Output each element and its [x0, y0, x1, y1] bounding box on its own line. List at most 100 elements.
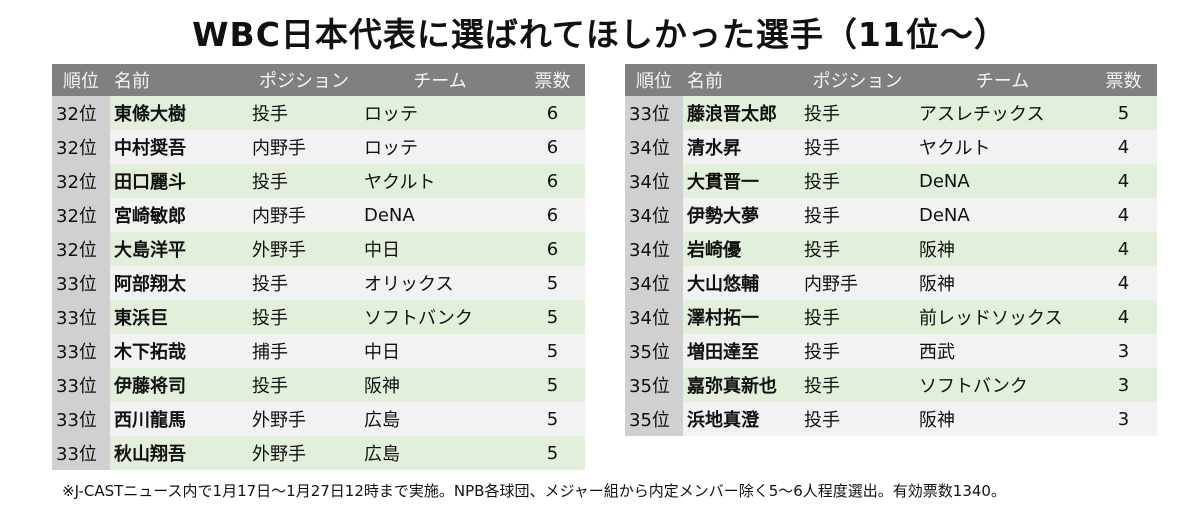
team-cell: 阪神 — [915, 402, 1090, 436]
name-cell: 東條大樹 — [110, 96, 248, 130]
rank-cell: 35位 — [625, 334, 683, 368]
votes-cell: 6 — [520, 164, 585, 198]
votes-cell: 5 — [520, 334, 585, 368]
pos-cell: 投手 — [800, 300, 915, 334]
row: 35位 増田達至 投手 西武 3 — [625, 334, 1157, 368]
name-cell: 大山悠輔 — [683, 266, 800, 300]
rank-cell: 34位 — [625, 164, 683, 198]
rank-cell: 34位 — [625, 130, 683, 164]
row: 33位 阿部翔太 投手 オリックス 5 — [52, 266, 585, 300]
team-cell: DeNA — [915, 198, 1090, 232]
name-cell: 大島洋平 — [110, 232, 248, 266]
votes-cell: 5 — [520, 300, 585, 334]
row: 35位 浜地真澄 投手 阪神 3 — [625, 402, 1157, 436]
rank-cell: 34位 — [625, 198, 683, 232]
row: 32位 中村奨吾 内野手 ロッテ 6 — [52, 130, 585, 164]
header-cell: ポジション — [800, 64, 915, 96]
row: 34位 岩崎優 投手 阪神 4 — [625, 232, 1157, 266]
name-cell: 嘉弥真新也 — [683, 368, 800, 402]
team-cell: ヤクルト — [915, 130, 1090, 164]
ranking-table: 順位 名前 ポジション チーム 票数 33位 藤浪晋太郎 投手 アスレチックス 5 34位 清水昇 投手… — [625, 64, 1157, 436]
name-cell: 西川龍馬 — [110, 402, 248, 436]
team-cell: 阪神 — [915, 266, 1090, 300]
title: WBC日本代表に選ばれてほしかった選手（11位～） — [192, 15, 1008, 54]
team-cell: ヤクルト — [360, 164, 520, 198]
row: 34位 澤村拓一 投手 前レッドソックス 4 — [625, 300, 1157, 334]
team-cell: 中日 — [360, 334, 520, 368]
name-cell: 宮崎敏郎 — [110, 198, 248, 232]
team-cell: 阪神 — [915, 232, 1090, 266]
rank-cell: 33位 — [52, 368, 110, 402]
row: 32位 東條大樹 投手 ロッテ 6 — [52, 96, 585, 130]
pos-cell: 内野手 — [248, 130, 360, 164]
name-cell: 藤浪晋太郎 — [683, 96, 800, 130]
name-cell: 伊勢大夢 — [683, 198, 800, 232]
row: 32位 大島洋平 外野手 中日 6 — [52, 232, 585, 266]
votes-cell: 6 — [520, 198, 585, 232]
pos-cell: 投手 — [800, 402, 915, 436]
row: 34位 清水昇 投手 ヤクルト 4 — [625, 130, 1157, 164]
row: 34位 大山悠輔 内野手 阪神 4 — [625, 266, 1157, 300]
team-cell: DeNA — [360, 198, 520, 232]
pos-cell: 投手 — [800, 164, 915, 198]
pos-cell: 内野手 — [800, 266, 915, 300]
team-cell: 前レッドソックス — [915, 300, 1090, 334]
rank-cell: 34位 — [625, 266, 683, 300]
pos-cell: 投手 — [248, 96, 360, 130]
header-cell: 名前 — [110, 64, 248, 96]
pos-cell: 外野手 — [248, 232, 360, 266]
votes-cell: 5 — [520, 266, 585, 300]
header-cell: 順位 — [625, 64, 683, 96]
row: 35位 嘉弥真新也 投手 ソフトバンク 3 — [625, 368, 1157, 402]
rank-cell: 34位 — [625, 232, 683, 266]
rank-cell: 34位 — [625, 300, 683, 334]
footnote: ※J-CASTニュース内で1月17日～1月27日12時まで実施。NPB各球団、メ… — [62, 482, 1006, 500]
pos-cell: 投手 — [248, 164, 360, 198]
votes-cell: 6 — [520, 130, 585, 164]
header-cell: 名前 — [683, 64, 800, 96]
rank-cell: 33位 — [625, 96, 683, 130]
row: 32位 田口麗斗 投手 ヤクルト 6 — [52, 164, 585, 198]
name-cell: 木下拓哉 — [110, 334, 248, 368]
row: 33位 木下拓哉 捕手 中日 5 — [52, 334, 585, 368]
row: 32位 宮崎敏郎 内野手 DeNA 6 — [52, 198, 585, 232]
team-cell: オリックス — [360, 266, 520, 300]
name-cell: 秋山翔吾 — [110, 436, 248, 470]
team-cell: 広島 — [360, 436, 520, 470]
header-row: 順位 名前 ポジション チーム 票数 — [52, 64, 585, 96]
team-cell: ロッテ — [360, 96, 520, 130]
team-cell: 広島 — [360, 402, 520, 436]
row: 33位 伊藤将司 投手 阪神 5 — [52, 368, 585, 402]
row: 34位 伊勢大夢 投手 DeNA 4 — [625, 198, 1157, 232]
header-cell: 票数 — [520, 64, 585, 96]
team-cell: ソフトバンク — [915, 368, 1090, 402]
header-cell: 順位 — [52, 64, 110, 96]
pos-cell: 投手 — [800, 198, 915, 232]
pos-cell: 投手 — [800, 334, 915, 368]
name-cell: 澤村拓一 — [683, 300, 800, 334]
rank-cell: 33位 — [52, 334, 110, 368]
team-cell: ロッテ — [360, 130, 520, 164]
rank-cell: 33位 — [52, 300, 110, 334]
team-cell: ソフトバンク — [360, 300, 520, 334]
votes-cell: 3 — [1090, 402, 1157, 436]
rank-cell: 35位 — [625, 402, 683, 436]
name-cell: 岩崎優 — [683, 232, 800, 266]
votes-cell: 6 — [520, 96, 585, 130]
rank-cell: 32位 — [52, 164, 110, 198]
team-cell: 西武 — [915, 334, 1090, 368]
votes-cell: 3 — [1090, 368, 1157, 402]
votes-cell: 5 — [520, 368, 585, 402]
name-cell: 浜地真澄 — [683, 402, 800, 436]
votes-cell: 4 — [1090, 300, 1157, 334]
rank-cell: 33位 — [52, 436, 110, 470]
row: 33位 秋山翔吾 外野手 広島 5 — [52, 436, 585, 470]
team-cell: 中日 — [360, 232, 520, 266]
pos-cell: 投手 — [800, 232, 915, 266]
pos-cell: 投手 — [800, 130, 915, 164]
header-cell: 票数 — [1090, 64, 1157, 96]
name-cell: 清水昇 — [683, 130, 800, 164]
pos-cell: 投手 — [800, 96, 915, 130]
votes-cell: 5 — [1090, 96, 1157, 130]
